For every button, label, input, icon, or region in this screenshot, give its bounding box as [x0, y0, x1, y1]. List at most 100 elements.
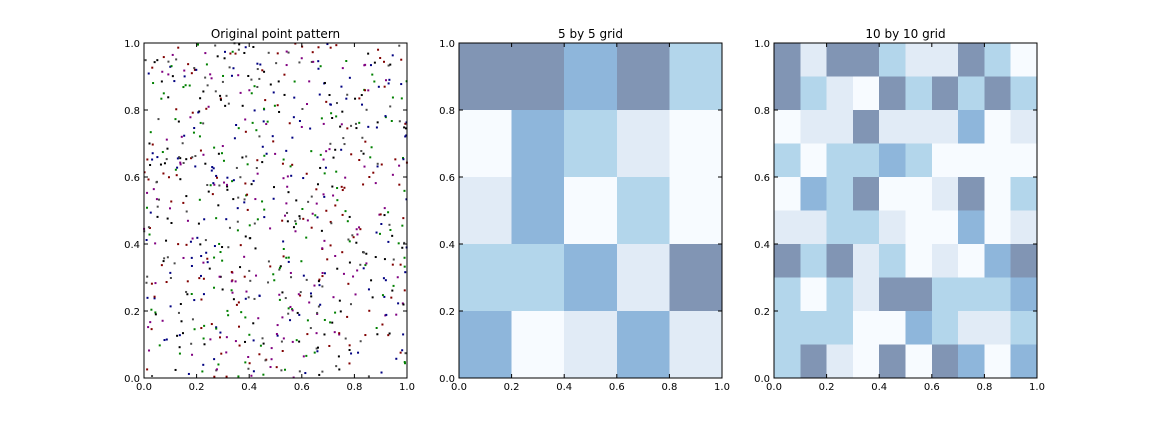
scatter-point: [262, 107, 265, 110]
scatter-point: [300, 260, 303, 263]
scatter-point: [158, 344, 161, 347]
scatter-point: [373, 80, 376, 83]
scatter-point: [232, 298, 235, 301]
scatter-point: [282, 337, 285, 340]
scatter-point: [348, 348, 351, 351]
scatter-point: [391, 289, 394, 292]
scatter-point: [243, 255, 246, 258]
scatter-point: [392, 258, 395, 261]
scatter-point: [365, 108, 368, 111]
scatter-point: [280, 340, 283, 343]
scatter-point: [252, 322, 255, 325]
scatter-point: [216, 176, 219, 179]
scatter-point: [210, 77, 213, 80]
scatter-point: [150, 282, 153, 285]
scatter-point: [309, 327, 312, 330]
heatmap-cell: [984, 244, 1012, 278]
scatter-point: [219, 98, 222, 101]
heatmap-cell: [931, 244, 959, 278]
scatter-point: [375, 126, 378, 129]
scatter-point: [295, 199, 298, 202]
scatter-point: [298, 340, 301, 343]
heatmap-cell: [774, 311, 801, 345]
scatter-point: [148, 349, 151, 352]
y-tick-label: 0.8: [439, 106, 455, 117]
scatter-point: [195, 68, 198, 71]
heatmap-cell: [774, 143, 801, 178]
scatter-point: [264, 359, 267, 362]
scatter-point: [225, 94, 228, 97]
scatter-point: [331, 185, 334, 188]
scatter-point: [329, 103, 332, 106]
scatter-point: [205, 107, 208, 110]
heatmap-cell: [669, 177, 723, 245]
scatter-point: [212, 182, 215, 185]
scatter-point: [273, 104, 276, 107]
scatter-point: [179, 161, 182, 164]
scatter-point: [239, 91, 242, 94]
scatter-point: [235, 303, 238, 306]
scatter-point: [346, 93, 349, 96]
scatter-point: [277, 80, 280, 83]
scatter-point: [285, 256, 288, 259]
scatter-point: [240, 311, 243, 314]
heatmap-cell: [879, 43, 906, 77]
scatter-point: [226, 309, 229, 312]
scatter-point: [182, 86, 185, 89]
scatter-point: [348, 362, 351, 365]
scatter-point: [276, 104, 279, 107]
scatter-point: [316, 216, 319, 219]
scatter-point: [159, 163, 162, 166]
scatter-point: [244, 340, 247, 343]
scatter-point: [341, 110, 344, 113]
scatter-point: [295, 222, 298, 225]
scatter-point: [374, 256, 377, 259]
scatter-point: [281, 219, 284, 222]
scatter-point: [321, 370, 324, 373]
scatter-point: [282, 158, 285, 161]
scatter-point: [146, 158, 149, 161]
x-tick-label: 0.4: [241, 382, 257, 393]
scatter-point: [246, 163, 249, 166]
scatter-point: [404, 352, 407, 355]
scatter-point: [401, 246, 404, 249]
scatter-point: [182, 201, 185, 204]
scatter-point: [212, 167, 215, 170]
scatter-point: [200, 298, 203, 301]
scatter-point: [293, 80, 296, 83]
scatter-point: [165, 239, 168, 242]
scatter-point: [323, 272, 326, 275]
scatter-point: [256, 172, 259, 175]
scatter-point: [258, 353, 261, 356]
scatter-point: [285, 50, 288, 53]
scatter-point: [262, 342, 265, 345]
scatter-point: [193, 67, 196, 70]
scatter-point: [310, 150, 313, 153]
scatter-point: [225, 375, 228, 378]
scatter-point: [185, 158, 188, 161]
scatter-point: [314, 214, 317, 217]
scatter-point: [219, 97, 222, 100]
scatter-point: [166, 217, 169, 220]
scatter-point: [175, 174, 178, 177]
scatter-point: [166, 256, 169, 259]
scatter-point: [347, 282, 350, 285]
scatter-point: [341, 251, 344, 254]
scatter-point: [383, 295, 386, 298]
scatter-point: [218, 242, 221, 245]
scatter-point: [335, 115, 338, 118]
scatter-point: [197, 111, 200, 114]
scatter-point: [208, 267, 211, 270]
scatter-point: [186, 219, 189, 222]
scatter-point: [227, 102, 230, 105]
scatter-point: [398, 120, 401, 123]
scatter-point: [384, 279, 387, 282]
scatter-point: [325, 209, 328, 212]
scatter-point: [259, 344, 262, 347]
scatter-point: [161, 319, 164, 322]
scatter-point: [219, 331, 222, 334]
scatter-point: [171, 53, 174, 56]
scatter-point: [200, 255, 203, 258]
scatter-point: [263, 208, 266, 211]
